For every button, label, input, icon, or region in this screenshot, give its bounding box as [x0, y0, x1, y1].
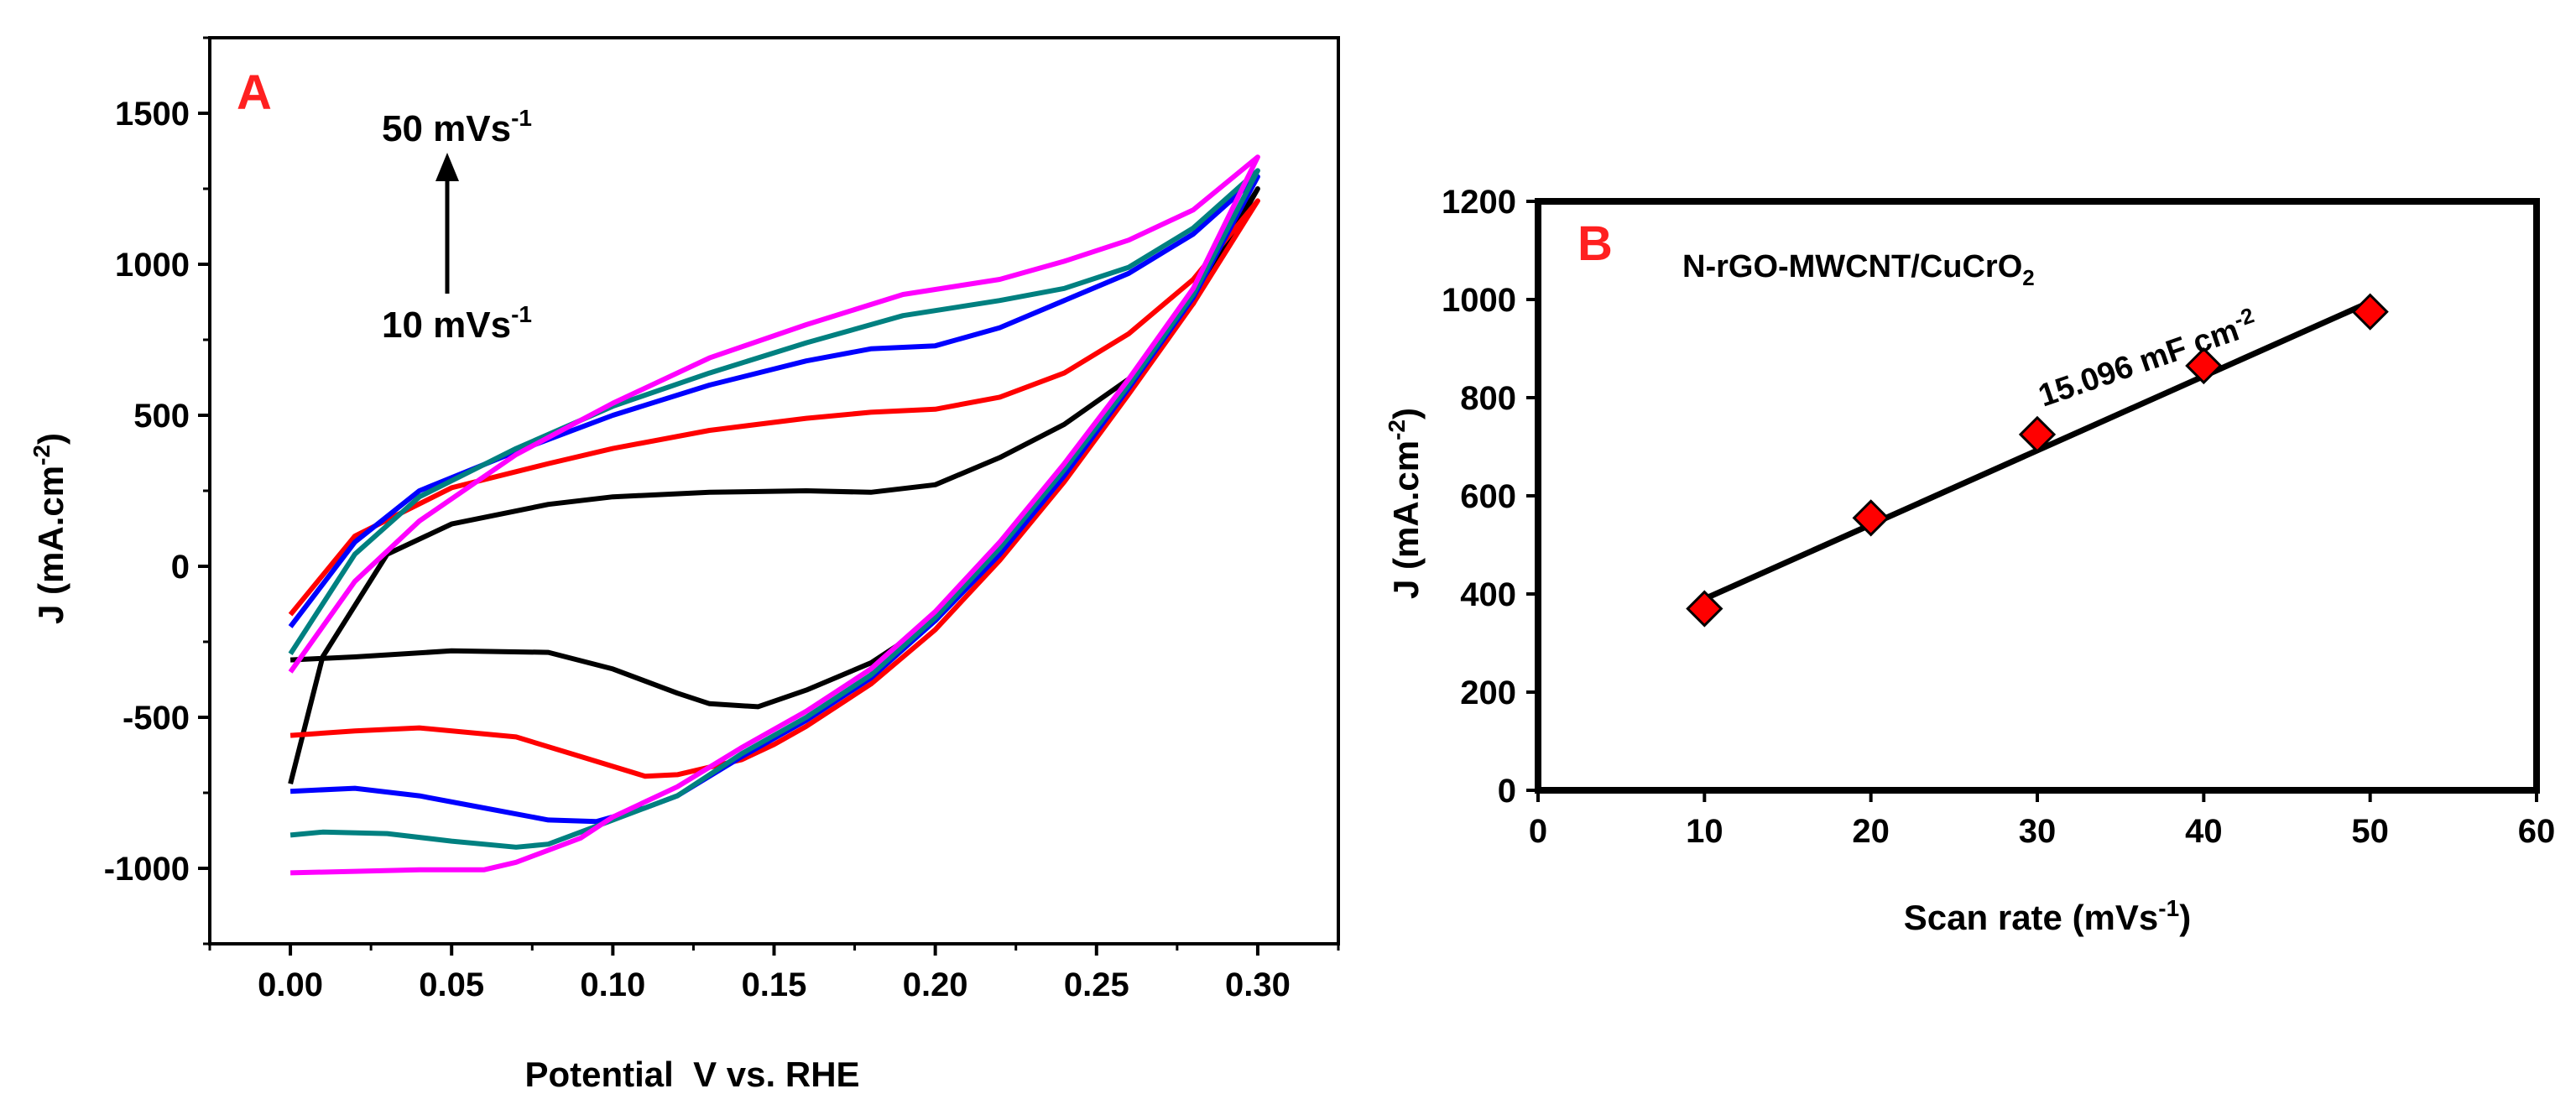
cv-curve-20-mvs-1: [288, 198, 1260, 779]
panel-b: 0 200 400 600 800 1000 1200 0 10 20 30 40 50 60 B N-…: [1384, 184, 2555, 937]
panel-b-plot-frame: [1535, 198, 2540, 794]
panel-a-y-axis-title-end: ): [31, 433, 70, 445]
panel-a-y-tick-label: 0: [171, 549, 190, 586]
panel-a-curves: [288, 154, 1260, 876]
panel-b-x-tick-label: 10: [1686, 813, 1723, 850]
scan-rate-arrow-head: [435, 153, 459, 181]
panel-b-y-tick-label: 1000: [1442, 282, 1516, 319]
panel-b-y-tick-label: 600: [1460, 478, 1516, 515]
panel-b-y-tick-label: 0: [1498, 773, 1516, 810]
panel-b-y-axis-title-end: ): [1386, 408, 1426, 419]
panel-b-x-axis-title-end: ): [2179, 898, 2191, 937]
panel-a-x-tick-label: 0.15: [742, 966, 807, 1003]
panel-b-y-axis-title: J (mA.cm-2): [1384, 408, 1426, 599]
panel-b-x-tick-label: 30: [2019, 813, 2057, 850]
annotation-bottom-main: 10 mVs: [382, 305, 511, 346]
panel-a-y-axis-title-sup: -2: [29, 445, 55, 466]
panel-b-y-axis-title-main: J (mA.cm: [1386, 440, 1426, 599]
panel-b-x-tick-label: 60: [2518, 813, 2556, 850]
panel-a-x-tick-label: 0.20: [903, 966, 968, 1003]
panel-b-x-axis-title: Scan rate (mVs-1): [1904, 895, 2191, 937]
panel-b-points: [1686, 293, 2389, 628]
annotation-top-scan-rate: 50 mVs-1: [382, 105, 532, 149]
panel-a-y-tick-label: 1000: [115, 247, 190, 284]
panel-b-x-axis-title-sup: -1: [2158, 895, 2179, 921]
panel-a-y-tick-label: -500: [123, 700, 190, 737]
cv-curve-50-mvs-1: [288, 154, 1260, 876]
panel-b-x-axis: 0 10 20 30 40 50 60: [1529, 790, 2555, 850]
panel-b-x-tick-label: 20: [1852, 813, 1890, 850]
panel-a-x-axis-title: Potential V vs. RHE: [524, 1055, 859, 1094]
panel-b-x-tick-label: 0: [1529, 813, 1547, 850]
panel-a-x-tick-label: 0.25: [1064, 966, 1129, 1003]
panel-a-y-tick-label: 1500: [115, 96, 190, 133]
inset-title-sub: 2: [2022, 265, 2034, 290]
panel-a-y-axis: -1000 -500 0 500 1000 1500: [104, 36, 210, 945]
annotation-bottom-sup: -1: [511, 301, 532, 327]
panel-b-y-axis-title-sup: -2: [1384, 419, 1410, 440]
data-point-diamond: [2351, 293, 2389, 331]
cv-curve-40-mvs-1: [288, 168, 1260, 850]
panel-b-y-axis: 0 200 400 600 800 1000 1200: [1442, 184, 1538, 810]
panel-a-x-tick-label: 0.10: [580, 966, 645, 1003]
panel-a-y-axis-title-main: J (mA.cm: [31, 466, 70, 624]
annotation-bottom-scan-rate: 10 mVs-1: [382, 301, 532, 346]
panel-b-x-tick-label: 40: [2185, 813, 2223, 850]
inset-title-main: N-rGO-MWCNT/CuCrO: [1682, 249, 2022, 284]
panel-a-label: A: [237, 65, 272, 120]
panel-a-y-tick-label: 500: [133, 398, 190, 435]
panel-a-x-tick-label: 0.30: [1225, 966, 1291, 1003]
panel-a-x-tick-label: 0.00: [258, 966, 323, 1003]
data-point-diamond: [1852, 499, 1890, 537]
panel-a-y-tick-label: -1000: [104, 851, 190, 888]
panel-b-x-tick-label: 50: [2351, 813, 2389, 850]
panel-b-x-axis-title-main: Scan rate (mVs: [1904, 898, 2158, 937]
panel-a-x-tick-label: 0.05: [419, 966, 484, 1003]
panel-b-y-tick-label: 400: [1460, 576, 1516, 613]
fit-slope-label: 15.096 mF cm-2: [2033, 302, 2262, 414]
panel-b-label: B: [1577, 216, 1613, 271]
data-point-diamond: [2185, 346, 2223, 385]
annotation-top-main: 50 mVs: [382, 108, 511, 149]
data-point-diamond: [2018, 415, 2057, 453]
panel-a-x-axis: 0.00 0.05 0.10 0.15 0.20 0.25 0.30: [208, 944, 1340, 1003]
panel-b-y-tick-label: 800: [1460, 380, 1516, 417]
annotation-top-sup: -1: [511, 105, 532, 131]
panel-b-y-tick-label: 1200: [1442, 184, 1516, 221]
data-point-diamond: [1686, 590, 1723, 628]
panel-b-inset-title: N-rGO-MWCNT/CuCrO2: [1682, 249, 2035, 290]
panel-b-y-tick-label: 200: [1460, 675, 1516, 711]
panel-a-y-axis-title: J (mA.cm-2): [29, 433, 70, 624]
